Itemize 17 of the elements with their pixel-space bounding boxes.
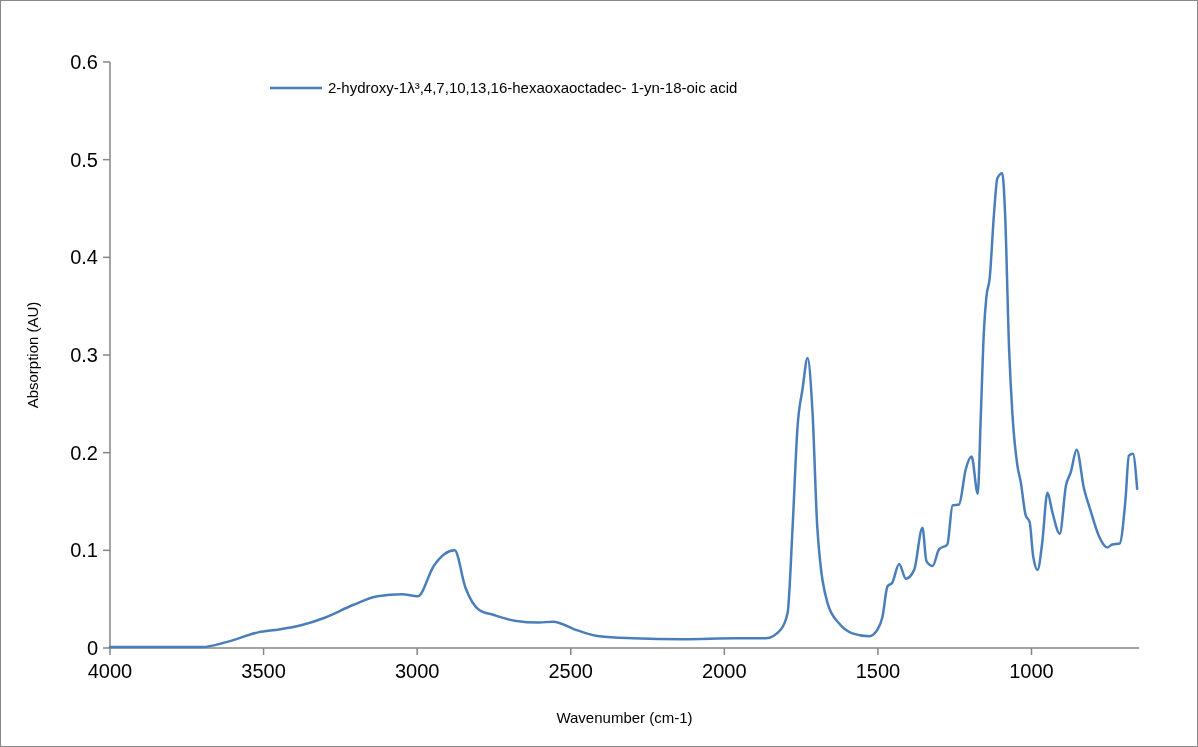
x-tick-label: 3000	[394, 660, 440, 682]
y-tick-label: 0.3	[70, 344, 98, 366]
y-tick-label: 0.1	[70, 539, 98, 562]
x-axis-title: Wavenumber (cm-1)	[556, 709, 693, 726]
y-tick-label: 0.2	[70, 441, 98, 464]
y-tick-label: 0.5	[70, 148, 98, 171]
y-tick-label: 0	[86, 637, 98, 659]
legend-label: 2-hydroxy-1λ³,4,7,10,13,16-hexaoxaoctadec- 1-yn-18-oic acid	[328, 79, 738, 97]
x-tick-label: 3500	[241, 660, 286, 682]
y-tick-label: 0.6	[70, 51, 98, 73]
y-tick-label: 0.4	[70, 246, 98, 269]
x-tick-label: 2500	[548, 660, 593, 682]
x-tick-label: 2000	[702, 660, 747, 682]
x-tick-label: 1000	[1009, 660, 1054, 682]
y-axis-title: Absorption (AU)	[24, 301, 41, 409]
x-tick-label: 1500	[855, 660, 901, 682]
x-tick-label: 4000	[87, 660, 133, 682]
